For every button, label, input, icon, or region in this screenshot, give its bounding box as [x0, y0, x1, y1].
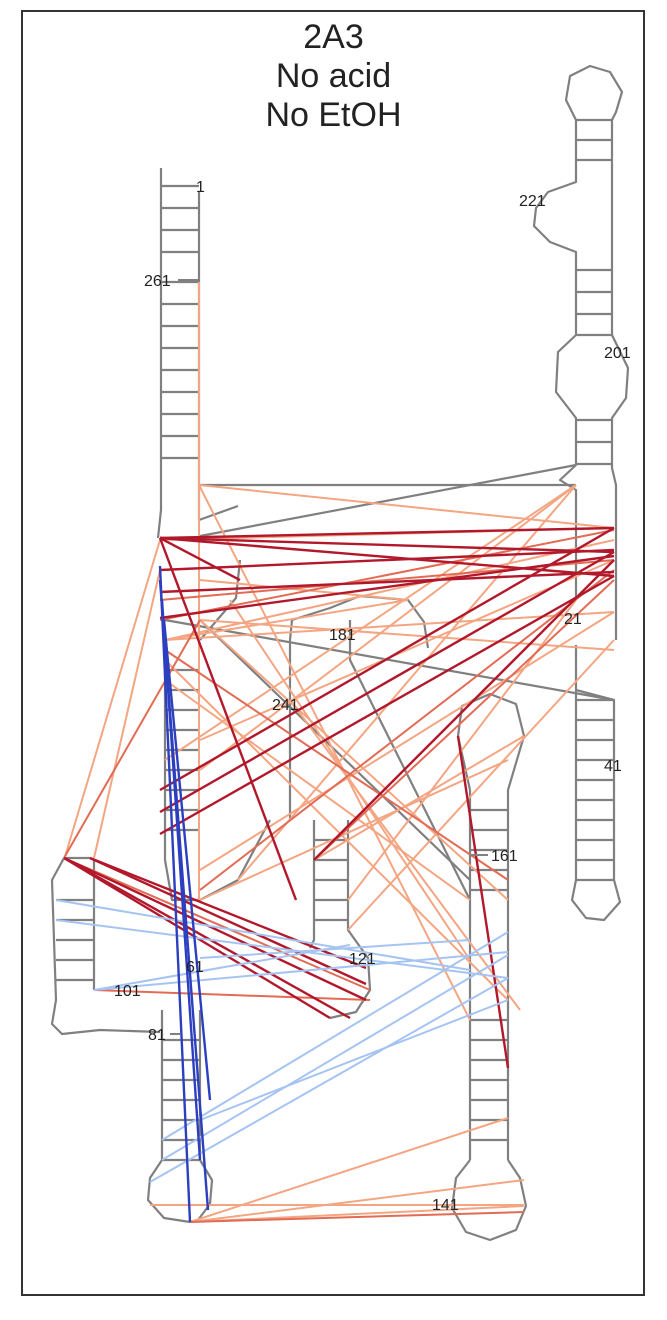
- svg-text:1: 1: [196, 179, 205, 196]
- residue-label-81: 81: [148, 1027, 180, 1044]
- residue-label-21: 21: [564, 611, 582, 628]
- svg-text:101: 101: [114, 983, 141, 1000]
- correlations-strong-positive: [63, 526, 615, 1069]
- plot-frame: [21, 10, 645, 1296]
- rna-backbone: [50, 64, 630, 1242]
- residue-label-201: 201: [604, 345, 631, 362]
- hairpin-top-right-rungs: [576, 118, 612, 466]
- svg-text:261: 261: [144, 273, 171, 290]
- hairpin-141-loop: [450, 1159, 528, 1242]
- hairpin-top-right-loop: [564, 64, 624, 121]
- loop-101-rungs: [56, 898, 94, 982]
- helix-left-rungs: [161, 184, 199, 460]
- central-strand-a: [163, 640, 271, 902]
- residue-label-181: 181: [329, 627, 356, 644]
- hairpin-181: [288, 594, 430, 649]
- residue-label-261: 261: [144, 273, 199, 290]
- helix-left-strand-b: [197, 192, 239, 522]
- residue-labels: 1 21 41 61 81 101 121 141 161 181: [114, 179, 631, 1214]
- stem-121-rungs: [314, 838, 348, 922]
- residue-label-161: 161: [470, 848, 518, 865]
- residue-label-121: 121: [349, 951, 376, 968]
- svg-text:41: 41: [604, 758, 622, 775]
- junction-line-mid: [164, 618, 615, 702]
- correlations-weak-negative: [55, 899, 509, 1183]
- hairpin-top-right-strand-b: [610, 120, 630, 640]
- junction-line-cross: [199, 619, 471, 881]
- diagram-title: 2A3 No acid No EtOH: [0, 18, 667, 135]
- svg-text:241: 241: [272, 697, 299, 714]
- hairpin-181-strand: [288, 620, 471, 901]
- hairpin-right-41: [570, 645, 622, 922]
- central-strand-b: [199, 559, 242, 641]
- residue-label-241: 241: [272, 697, 299, 714]
- svg-text:81: 81: [148, 1027, 166, 1044]
- title-line-1: 2A3: [303, 18, 364, 56]
- loop-101: [50, 857, 161, 1036]
- title-line-3: No EtOH: [265, 96, 402, 134]
- svg-text:21: 21: [564, 611, 582, 628]
- svg-text:61: 61: [186, 959, 204, 976]
- correlations-strong-negative: [158, 565, 212, 1223]
- svg-text:141: 141: [432, 1197, 459, 1214]
- residue-label-61: 61: [186, 959, 204, 976]
- correlations-weak-positive: [63, 282, 615, 1223]
- svg-text:221: 221: [519, 193, 546, 210]
- svg-text:161: 161: [491, 848, 518, 865]
- correlations-medium-positive: [63, 529, 615, 1223]
- hairpin-161: [456, 692, 526, 1160]
- svg-text:181: 181: [329, 627, 356, 644]
- svg-text:201: 201: [604, 345, 631, 362]
- residue-label-221: 221: [519, 193, 546, 210]
- residue-label-1: 1: [161, 179, 205, 196]
- residue-label-41: 41: [604, 758, 622, 775]
- hairpin-right-41-rungs: [576, 698, 614, 882]
- stem-81-strand-a: [146, 1010, 191, 1224]
- helix-left-strand-a: [156, 168, 163, 539]
- title-line-2: No acid: [275, 57, 392, 95]
- junction-line-diag: [199, 463, 577, 538]
- residue-label-141: 141: [432, 1197, 459, 1214]
- residue-label-101: 101: [114, 983, 141, 1000]
- svg-text:121: 121: [349, 951, 376, 968]
